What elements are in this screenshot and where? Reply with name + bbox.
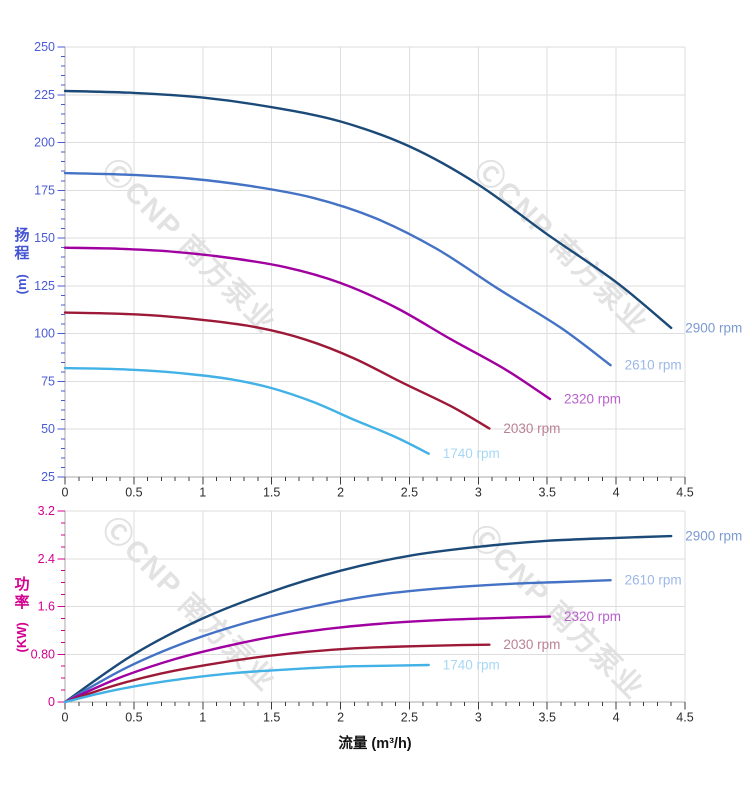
x-tick-label: 3 <box>475 711 482 725</box>
y-tick-labels: 0 0.80 1.6 2.4 3.2 <box>31 504 55 709</box>
head-axis-title-char1: 扬 <box>14 227 30 244</box>
axes <box>64 47 685 478</box>
x-tick-labels: 0 0.5 1 1.5 2 2.5 3 3.5 4 4.5 <box>62 486 694 500</box>
y-tick-labels: 25 50 75 100 125 150 175 200 225 250 <box>34 40 55 484</box>
x-tick-label: 2.5 <box>401 711 418 725</box>
head-axis-unit: (m) <box>13 273 29 294</box>
x-tick-label: 0.5 <box>125 486 142 500</box>
y-tick-label: 250 <box>34 40 55 54</box>
chart-head-vs-flow: 0 0.5 1 1.5 2 2.5 3 3.5 4 4.5 25 50 75 100 125 150 175 20… <box>34 40 742 500</box>
x-tick-label: 2 <box>337 486 344 500</box>
power-axis-title: 功 率 (KW) <box>9 576 35 652</box>
x-tick-label: 2.5 <box>401 486 418 500</box>
x-tick-label: 4 <box>613 711 620 725</box>
curve-label-2030-rpm: 2030 rpm <box>503 421 560 436</box>
x-ticks <box>64 477 686 485</box>
curve-2320-rpm <box>63 615 552 704</box>
curve-2900-rpm <box>63 89 673 330</box>
curve-2610-rpm <box>63 171 612 367</box>
y-tick-label: 25 <box>41 470 55 484</box>
y-tick-label: 150 <box>34 231 55 245</box>
y-tick-label: 50 <box>41 422 55 436</box>
x-tick-label: 4 <box>613 486 620 500</box>
y-tick-label: 0.80 <box>31 647 55 661</box>
curve-label-2030-rpm: 2030 rpm <box>503 637 560 652</box>
y-tick-label: 125 <box>34 279 55 293</box>
x-tick-label: 1 <box>199 486 206 500</box>
curve-2030-rpm <box>63 643 491 704</box>
y-tick-label: 100 <box>34 327 55 341</box>
curve-2610-rpm <box>63 579 612 704</box>
power-axis-title-char2: 率 <box>14 593 30 611</box>
x-tick-label: 1 <box>199 711 206 725</box>
x-tick-labels: 0 0.5 1 1.5 2 2.5 3 3.5 4 4.5 <box>62 711 694 725</box>
y-tick-label: 200 <box>34 136 55 150</box>
head-axis-title-char2: 程 <box>14 244 30 262</box>
curve-label-2320-rpm: 2320 rpm <box>564 392 621 407</box>
curve-1740-rpm <box>63 663 430 704</box>
y-tick-label: 225 <box>34 88 55 102</box>
x-tick-label: 3.5 <box>539 486 556 500</box>
power-axis-title-char1: 功 <box>14 576 30 593</box>
power-axis-unit: (KW) <box>13 621 29 653</box>
y-tick-label: 75 <box>41 374 55 388</box>
head-axis-title: 扬 程 (m) <box>9 227 35 294</box>
flow-axis-title: 流量 (m³/h) <box>338 736 412 752</box>
x-tick-label: 2 <box>337 711 344 725</box>
y-ticks <box>57 510 65 703</box>
y-tick-label: 175 <box>34 183 55 197</box>
curve-2900-rpm <box>63 534 673 704</box>
x-tick-label: 3 <box>475 486 482 500</box>
y-tick-label: 1.6 <box>38 600 55 614</box>
curve-label-1740-rpm: 1740 rpm <box>443 657 500 672</box>
x-tick-label: 3.5 <box>539 711 556 725</box>
grid <box>65 46 686 477</box>
curve-label-2900-rpm: 2900 rpm <box>685 320 742 335</box>
x-tick-label: 0 <box>62 486 69 500</box>
x-tick-label: 0.5 <box>125 711 142 725</box>
x-tick-label: 4.5 <box>676 486 693 500</box>
chart-power-vs-flow: 0 0.5 1 1.5 2 2.5 3 3.5 4 4.5 0 0.80 1.6 2.4 3.2 2900 r… <box>31 504 743 725</box>
curve-1740-rpm <box>63 366 430 455</box>
y-tick-label: 0 <box>48 695 55 709</box>
x-tick-label: 4.5 <box>676 711 693 725</box>
curve-label-2610-rpm: 2610 rpm <box>625 573 682 588</box>
x-ticks <box>64 702 686 710</box>
x-tick-label: 0 <box>62 711 69 725</box>
x-tick-label: 1.5 <box>263 711 280 725</box>
curve-2320-rpm <box>63 246 552 401</box>
y-tick-label: 2.4 <box>38 552 55 566</box>
x-tick-label: 1.5 <box>263 486 280 500</box>
curve-2030-rpm <box>63 311 491 430</box>
curve-label-2900-rpm: 2900 rpm <box>685 529 742 544</box>
curve-label-2320-rpm: 2320 rpm <box>564 609 621 624</box>
y-tick-label: 3.2 <box>38 504 55 518</box>
curve-label-2610-rpm: 2610 rpm <box>625 358 682 373</box>
y-ticks <box>57 46 65 478</box>
curve-label-1740-rpm: 1740 rpm <box>443 446 500 461</box>
